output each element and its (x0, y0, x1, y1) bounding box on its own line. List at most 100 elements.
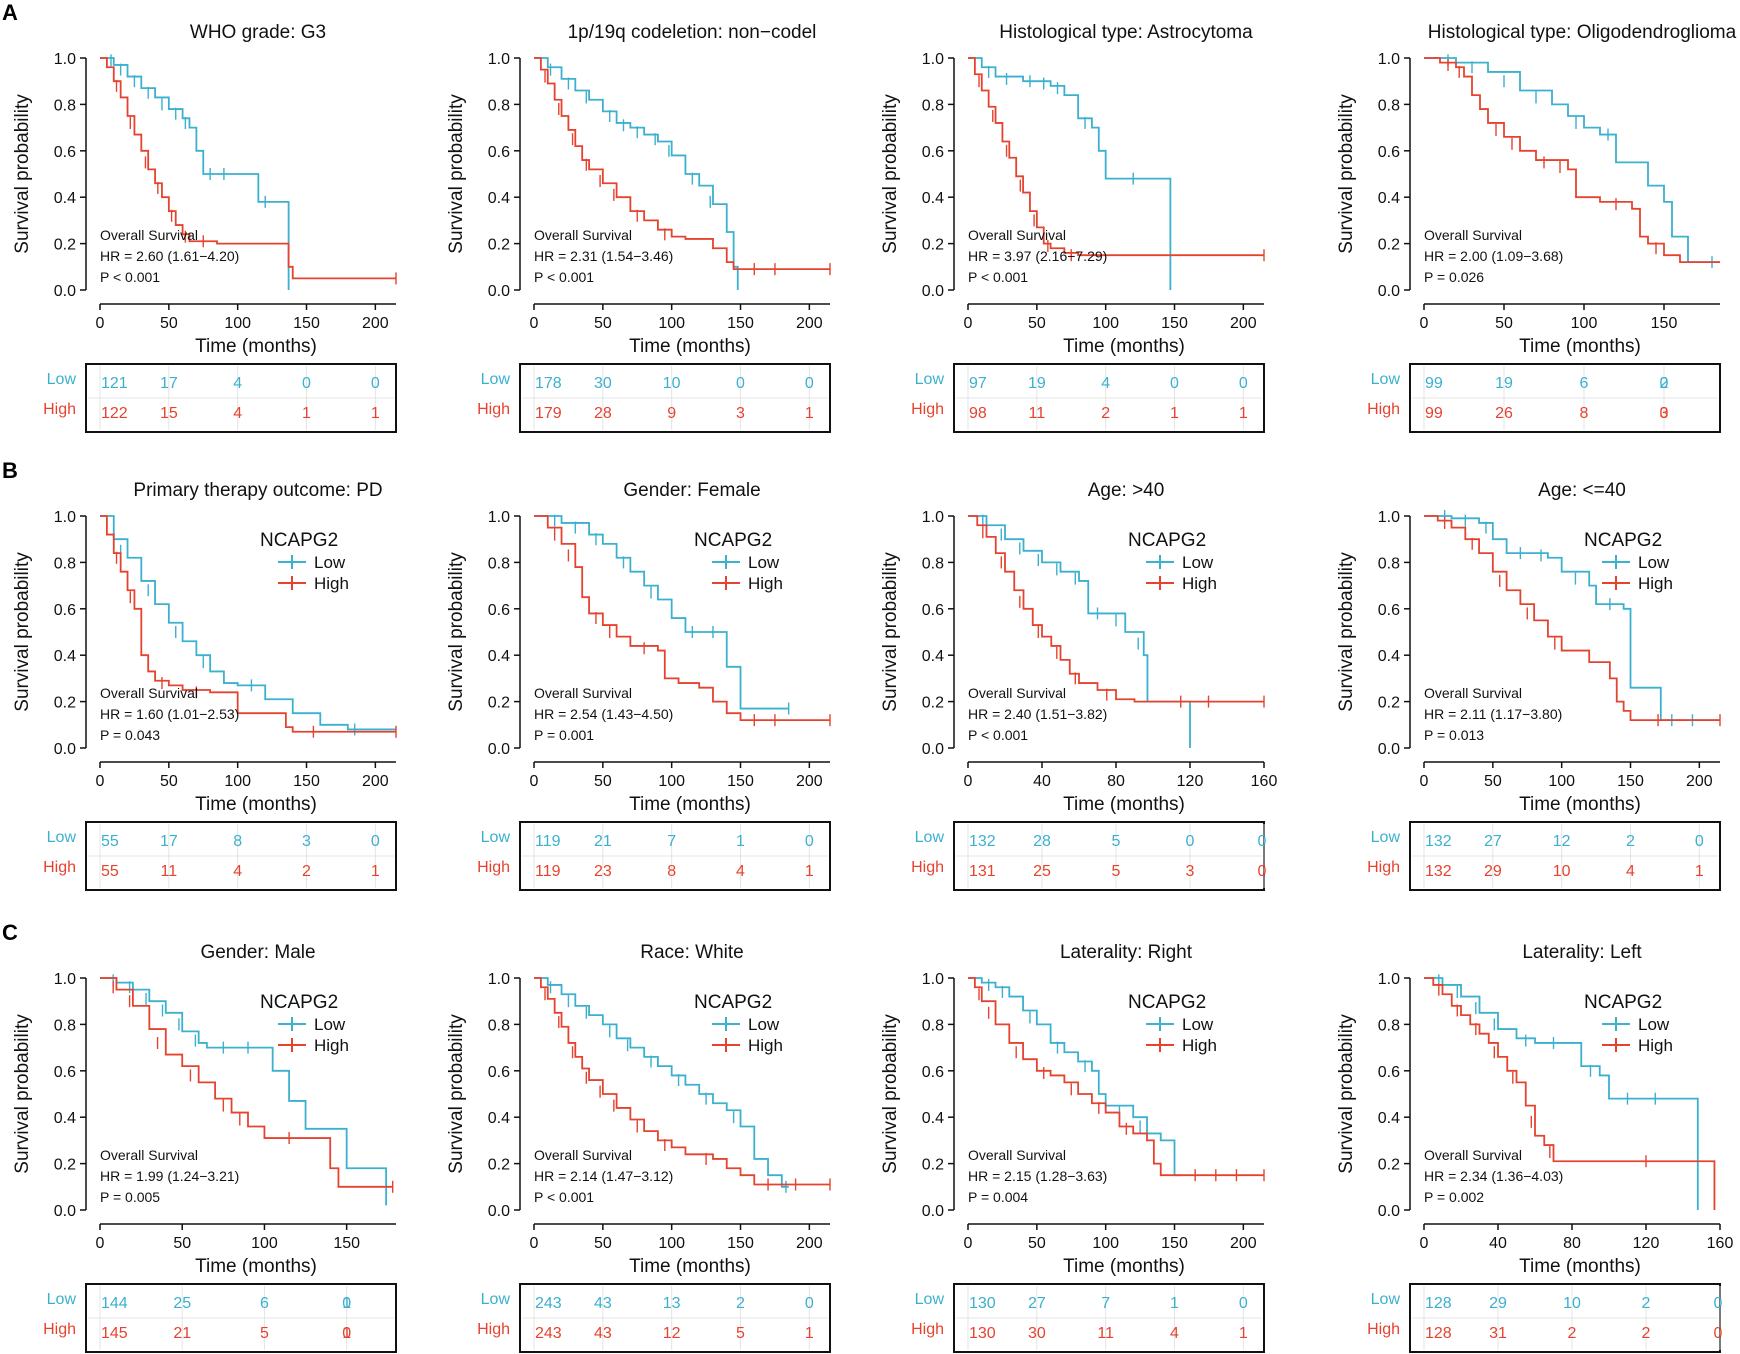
x-tick-label: 200 (362, 773, 389, 790)
risk-count-low: 0 (1186, 833, 1195, 850)
y-axis-label: Survival probability (12, 1014, 33, 1174)
risk-count-low: 119 (535, 833, 561, 850)
x-tick-label: 120 (1633, 1235, 1660, 1252)
x-tick-label: 150 (1161, 315, 1188, 332)
y-tick-label: 0.0 (1378, 283, 1400, 300)
y-tick-label: 0.4 (922, 648, 944, 665)
risk-table-box (85, 821, 397, 891)
p-value: P = 0.001 (534, 727, 594, 743)
panel-title: Age: >40 (1088, 480, 1165, 501)
km-curve-low (534, 977, 789, 1188)
risk-table-box (85, 1283, 397, 1353)
risk-count-high: 1 (1239, 1325, 1248, 1342)
risk-count-low: 1 (1170, 1295, 1179, 1312)
y-tick-label: 1.0 (1378, 509, 1400, 526)
y-tick-label: 0.6 (488, 602, 510, 619)
risk-count-low: 3 (302, 833, 311, 850)
risk-count-low: 2 (1642, 1295, 1651, 1312)
y-tick-label: 0.2 (922, 237, 944, 254)
x-axis-label: Time (months) (1519, 794, 1641, 815)
panel-title: Gender: Male (200, 942, 315, 963)
y-tick-label: 0.0 (1378, 1203, 1400, 1220)
x-tick-label: 50 (160, 315, 178, 332)
y-tick-label: 1.0 (488, 51, 510, 68)
risk-count-high: 15 (160, 405, 178, 422)
y-tick-label: 0.4 (1378, 1110, 1400, 1127)
risk-label-high: High (1367, 401, 1400, 418)
risk-count-high: 1 (342, 1325, 351, 1342)
p-value: P < 0.001 (968, 727, 1028, 743)
y-axis-label: Survival probability (12, 94, 33, 254)
risk-count-low: 0 (736, 375, 745, 392)
risk-label-low: Low (47, 1291, 77, 1308)
risk-count-high: 145 (101, 1325, 128, 1342)
risk-count-high: 25 (1033, 863, 1051, 880)
risk-count-high: 1 (805, 863, 814, 880)
km-curve-low (100, 977, 388, 1206)
risk-count-high: 5 (736, 1325, 745, 1342)
annotation-title: Overall Survival (100, 1147, 198, 1163)
panel-title: Primary therapy outcome: PD (133, 480, 382, 501)
km-curve-low (534, 57, 739, 290)
risk-count-high: 243 (535, 1325, 562, 1342)
risk-count-low: 27 (1484, 833, 1502, 850)
risk-count-low: 25 (173, 1295, 191, 1312)
risk-count-high: 3 (736, 405, 745, 422)
hazard-ratio: HR = 2.34 (1.36−4.03) (1424, 1168, 1563, 1184)
y-tick-label: 1.0 (488, 509, 510, 526)
y-tick-label: 1.0 (54, 51, 76, 68)
risk-count-high: 28 (594, 405, 612, 422)
risk-label-low: Low (47, 829, 77, 846)
risk-count-high: 31 (1489, 1325, 1507, 1342)
risk-count-low: 10 (1563, 1295, 1581, 1312)
x-tick-label: 80 (1107, 773, 1125, 790)
risk-count-high: 2 (1642, 1325, 1651, 1342)
risk-label-high: High (477, 859, 510, 876)
risk-count-high: 2 (302, 863, 311, 880)
x-tick-label: 0 (96, 773, 105, 790)
risk-count-high: 3 (1186, 863, 1195, 880)
risk-count-low: 29 (1489, 1295, 1507, 1312)
p-value: P = 0.002 (1424, 1189, 1484, 1205)
km-curve-low (100, 515, 396, 731)
section-label-a: A (2, 0, 18, 25)
hazard-ratio: HR = 2.11 (1.17−3.80) (1424, 706, 1562, 722)
risk-count-high: 131 (969, 863, 996, 880)
section-label-b: B (2, 458, 18, 483)
risk-count-low: 6 (1580, 375, 1589, 392)
risk-count-low: 0 (1258, 833, 1267, 850)
y-tick-label: 0.4 (54, 648, 76, 665)
km-curve-high (968, 57, 1264, 257)
p-value: P = 0.043 (100, 727, 160, 743)
x-tick-label: 0 (964, 773, 973, 790)
panel-title: 1p/19q codeletion: non−codel (568, 22, 817, 43)
risk-count-low: 1 (342, 1295, 351, 1312)
y-axis-label: Survival probability (446, 1014, 467, 1174)
risk-label-high: High (1367, 1321, 1400, 1338)
km-panel-6: Gender: Female 0.0 0.2 0.4 0.6 0.8 1.0 0 50 100 15… (446, 480, 831, 891)
x-tick-label: 100 (658, 773, 685, 790)
km-curve-low (968, 57, 1172, 290)
legend-title: NCAPG2 (1128, 530, 1206, 551)
x-tick-label: 120 (1177, 773, 1204, 790)
risk-count-low: 27 (1028, 1295, 1046, 1312)
y-tick-label: 0.2 (1378, 237, 1400, 254)
risk-count-high: 55 (101, 863, 119, 880)
risk-label-low: Low (915, 829, 945, 846)
risk-count-high: 12 (663, 1325, 681, 1342)
risk-count-low: 4 (233, 375, 242, 392)
x-tick-label: 200 (362, 315, 389, 332)
risk-label-high: High (477, 1321, 510, 1338)
y-tick-label: 0.6 (1378, 144, 1400, 161)
risk-count-high: 1 (371, 405, 380, 422)
x-tick-label: 150 (727, 1235, 754, 1252)
risk-count-high: 43 (594, 1325, 612, 1342)
km-panel-1: WHO grade: G30.00.20.40.60.81.00 50 100 150… (12, 22, 397, 433)
risk-count-high: 119 (535, 863, 561, 880)
y-tick-label: 1.0 (54, 509, 76, 526)
y-tick-label: 0.0 (922, 1203, 944, 1220)
x-axis-label: Time (months) (1063, 336, 1185, 357)
